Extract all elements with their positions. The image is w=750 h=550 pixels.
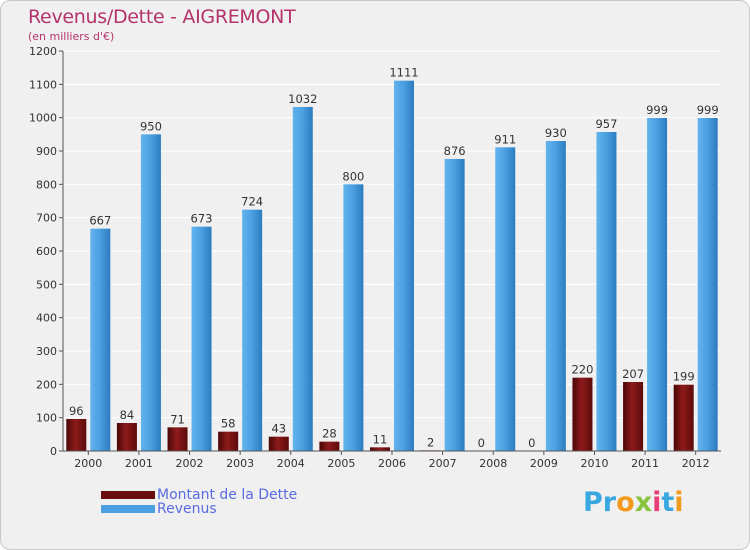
y-tick-label: 0	[50, 445, 57, 458]
y-tick-label: 1200	[29, 45, 57, 58]
bar-revenus	[242, 209, 263, 451]
bar-revenus	[596, 132, 617, 451]
x-tick-label: 2005	[327, 457, 355, 470]
data-label-debt: 28	[322, 427, 337, 441]
logo-letter: x	[634, 487, 653, 518]
y-tick-label: 400	[36, 312, 57, 325]
data-label-debt: 220	[571, 363, 593, 377]
x-tick-label: 2003	[226, 457, 254, 470]
bar-debt	[319, 441, 340, 451]
data-label-debt: 84	[120, 408, 135, 422]
logo-letter: t	[661, 487, 675, 518]
axes	[62, 51, 721, 452]
data-label-revenus: 724	[241, 195, 263, 209]
data-label-revenus: 667	[89, 214, 111, 228]
data-label-debt: 11	[373, 432, 388, 446]
bar-debt	[673, 384, 694, 451]
bar-revenus	[647, 118, 668, 451]
bar-debt	[572, 377, 593, 451]
bar-revenus	[394, 80, 414, 452]
legend-swatch-debt	[101, 491, 155, 499]
data-label-revenus: 800	[342, 169, 364, 183]
logo-letter: o	[616, 487, 635, 518]
data-label-revenus: 999	[697, 103, 719, 117]
data-label-debt: 199	[673, 370, 695, 384]
logo-letter: i	[674, 487, 684, 518]
data-label-debt: 0	[528, 436, 535, 450]
x-tick-label: 2004	[277, 457, 305, 470]
chart-subtitle: (en milliers d'€)	[28, 30, 115, 43]
y-tick-label: 800	[36, 178, 57, 191]
y-tick-label: 700	[36, 212, 57, 225]
data-label-debt: 96	[69, 404, 84, 418]
bar-debt	[116, 423, 137, 451]
y-tick-label: 300	[36, 345, 57, 358]
bars	[66, 80, 718, 452]
data-label-revenus: 673	[191, 212, 213, 226]
x-tick-label: 2006	[378, 457, 406, 470]
x-tick-label: 2012	[682, 457, 710, 470]
legend-item-revenus: Revenus	[101, 501, 217, 517]
data-label-revenus: 999	[646, 103, 668, 117]
y-tick-label: 900	[36, 145, 57, 158]
data-label-revenus: 950	[140, 119, 162, 133]
data-label-debt: 71	[170, 412, 185, 426]
data-label-debt: 43	[271, 422, 286, 436]
data-label-revenus: 957	[595, 117, 617, 131]
data-label-debt: 2	[427, 435, 434, 449]
x-tick-label: 2009	[530, 457, 558, 470]
data-label-revenus: 876	[444, 144, 466, 158]
y-tick-label: 600	[36, 245, 57, 258]
bar-revenus	[697, 118, 718, 451]
bar-revenus	[545, 141, 566, 451]
logo-letter: r	[602, 487, 617, 518]
x-tick-label: 2001	[125, 457, 153, 470]
x-tick-label: 2010	[580, 457, 608, 470]
y-axis-ticks: 0 100 200 300 400 500 600 700 800 900 1000 1100 1200	[29, 45, 63, 458]
legend-item-debt: Montant de la Dette	[101, 487, 297, 503]
y-tick-label: 100	[36, 412, 57, 425]
bar-revenus	[292, 107, 313, 451]
bar-debt	[370, 447, 390, 451]
data-label-revenus: 1032	[288, 92, 317, 106]
logo-letter: P	[583, 487, 603, 518]
data-label-debt: 0	[478, 436, 485, 450]
bar-debt	[268, 436, 289, 451]
data-label-revenus: 930	[545, 126, 567, 140]
bar-debt	[167, 427, 188, 451]
data-labels: 9666784950716735872443103228800111111287…	[69, 66, 719, 450]
logo-letter: i	[652, 487, 662, 518]
data-label-debt: 58	[221, 417, 236, 431]
x-tick-label: 2007	[429, 457, 457, 470]
legend-label-debt: Montant de la Dette	[157, 487, 298, 503]
bar-revenus	[191, 226, 212, 451]
data-label-debt: 207	[622, 367, 644, 381]
bar-revenus	[444, 159, 465, 451]
x-tick-label: 2008	[479, 457, 507, 470]
bar-debt	[66, 419, 87, 451]
proxiti-logo: Proxiti	[583, 487, 684, 518]
chart-title: Revenus/Dette - AIGREMONT	[28, 6, 296, 28]
bar-debt	[218, 431, 239, 451]
data-label-revenus: 1111	[389, 66, 418, 80]
x-tick-label: 2000	[74, 457, 102, 470]
y-tick-label: 500	[36, 278, 57, 291]
x-tick-label: 2011	[631, 457, 659, 470]
bar-revenus	[343, 184, 364, 452]
y-tick-label: 200	[36, 378, 57, 391]
bar-revenus	[140, 134, 161, 452]
y-tick-label: 1000	[29, 112, 57, 125]
data-label-revenus: 911	[494, 132, 516, 146]
x-axis-ticks: 2000 2001 2002 2003 2004 2005 2006 2007 2008 2009…	[74, 451, 710, 470]
y-tick-label: 1100	[29, 78, 57, 91]
legend-swatch-revenus	[101, 505, 155, 513]
bar-revenus	[495, 147, 516, 452]
legend-label-revenus: Revenus	[157, 501, 217, 517]
x-tick-label: 2002	[176, 457, 204, 470]
bar-revenus	[90, 228, 111, 451]
bar-debt	[623, 382, 644, 451]
gridlines	[63, 50, 721, 419]
